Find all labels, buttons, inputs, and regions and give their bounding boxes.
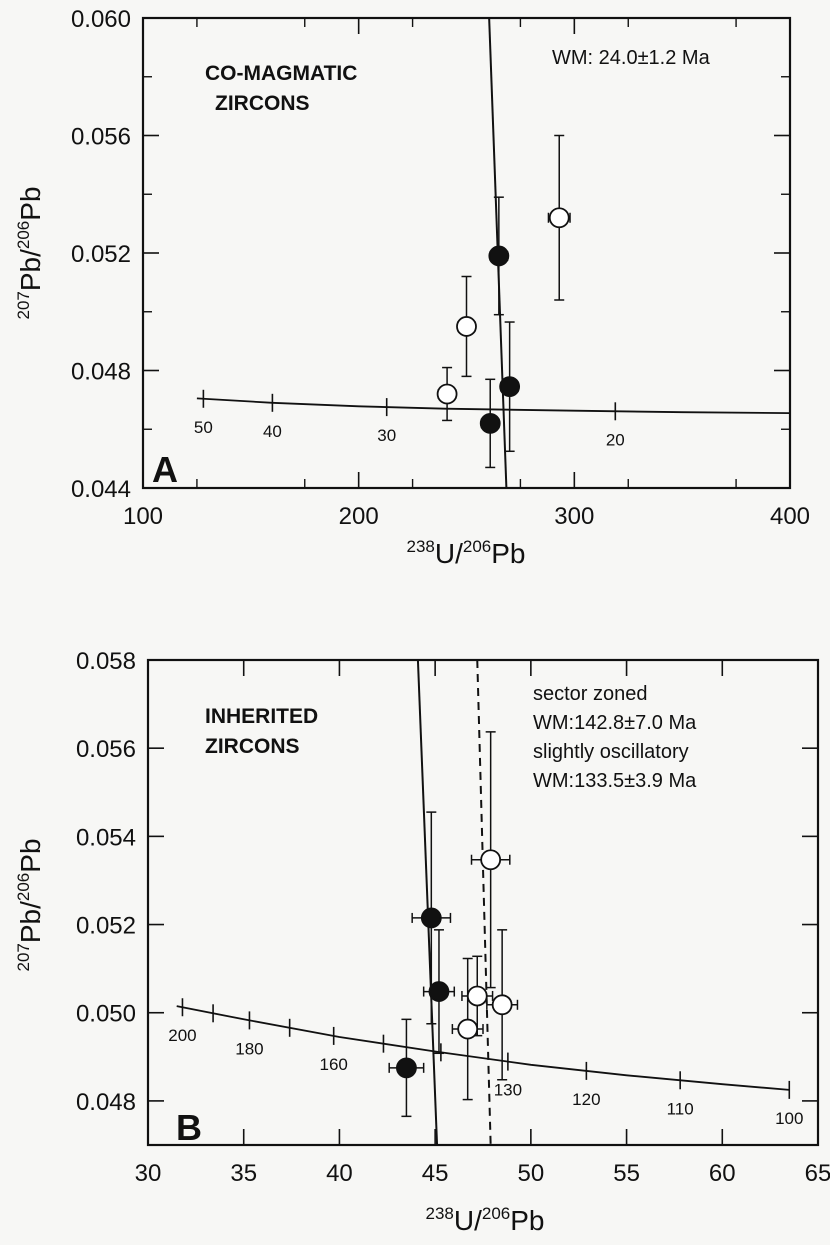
y-tick-label: 0.052 bbox=[76, 913, 136, 940]
y-tick-label: 0.048 bbox=[76, 1089, 136, 1116]
axis-label-part: U/ bbox=[454, 1205, 482, 1236]
open-data-point bbox=[491, 994, 513, 1016]
concordia-curve bbox=[196, 397, 790, 414]
x-tick-label: 40 bbox=[326, 1160, 353, 1187]
panel-letter: A bbox=[152, 449, 178, 490]
y-tick-label: 0.044 bbox=[71, 476, 131, 503]
axis-label-part: 238 bbox=[426, 1204, 454, 1223]
y-tick-label: 0.058 bbox=[76, 648, 136, 675]
concordia-age-label: 200 bbox=[168, 1026, 196, 1045]
x-tick-label: 100 bbox=[123, 503, 163, 530]
x-tick-label: 400 bbox=[770, 503, 810, 530]
y-tick-label: 0.052 bbox=[71, 241, 131, 268]
filled-data-point bbox=[396, 1057, 417, 1079]
y-axis-label: 207Pb/206Pb bbox=[14, 186, 46, 319]
concordia-age-label: 110 bbox=[667, 1099, 694, 1118]
axis-label-part: Pb bbox=[491, 538, 525, 569]
filled-data-point bbox=[488, 245, 510, 267]
filled-data-point bbox=[479, 412, 501, 434]
panel-b: 30 35 40 45 50 55 60 65 0.048 0.050 0.052 0.054 0.05… bbox=[14, 648, 830, 1236]
annotation-line: WM:133.5±3.9 Ma bbox=[533, 770, 697, 792]
panel-title-line: ZIRCONS bbox=[205, 735, 300, 758]
concordia-age-label: 20 bbox=[606, 430, 625, 449]
dashed-reference-line bbox=[476, 660, 492, 1145]
open-data-point bbox=[436, 383, 458, 405]
filled-data-point bbox=[420, 907, 442, 929]
axis-label-part: 207 bbox=[14, 291, 33, 319]
annotation-line: WM: 24.0±1.2 Ma bbox=[552, 47, 711, 69]
axis-label-part: 206 bbox=[14, 873, 33, 901]
y-axis-label: 207Pb/206Pb bbox=[14, 838, 46, 971]
y-tick-label: 0.056 bbox=[71, 124, 131, 151]
filled-data-point bbox=[428, 981, 450, 1002]
axis-label-part: U/ bbox=[435, 538, 463, 569]
y-tick-label: 0.048 bbox=[71, 359, 131, 386]
panel-title-line: INHERITED bbox=[205, 705, 318, 728]
y-tick-label: 0.056 bbox=[76, 736, 136, 763]
x-tick-label: 65 bbox=[805, 1160, 830, 1187]
open-data-point bbox=[457, 1018, 479, 1040]
open-data-point bbox=[548, 207, 570, 229]
annotation-line: sector zoned bbox=[533, 683, 648, 705]
y-tick-label: 0.050 bbox=[76, 1001, 136, 1028]
concordia-curve bbox=[176, 1005, 790, 1091]
axis-label-part: 238 bbox=[407, 537, 435, 556]
x-axis-label: 238U/206Pb bbox=[407, 537, 526, 569]
panel-letter: B bbox=[176, 1107, 202, 1148]
annotation-line: slightly oscillatory bbox=[533, 741, 689, 763]
plot-frame bbox=[146, 658, 820, 1147]
axis-label-part: Pb bbox=[15, 186, 46, 220]
x-tick-label: 45 bbox=[422, 1160, 449, 1187]
reference-line bbox=[416, 660, 439, 1145]
panel-title-line: CO-MAGMATIC bbox=[205, 62, 357, 85]
x-tick-label: 55 bbox=[613, 1160, 640, 1187]
open-data-point bbox=[466, 985, 488, 1007]
x-tick-label: 60 bbox=[709, 1160, 736, 1187]
concordia-age-label: 160 bbox=[319, 1055, 347, 1074]
panel-a: 100 200 300 400 0.044 0.048 0.052 0.056 0.060 50 4… bbox=[14, 6, 810, 569]
x-tick-label: 35 bbox=[230, 1160, 257, 1187]
axis-label-part: 206 bbox=[482, 1204, 510, 1223]
axis-label-part: 207 bbox=[14, 943, 33, 971]
x-tick-label: 200 bbox=[339, 503, 379, 530]
concordia-age-label: 100 bbox=[775, 1109, 803, 1128]
concordia-age-label: 50 bbox=[194, 418, 213, 437]
concordia-age-label: 130 bbox=[494, 1081, 522, 1100]
x-tick-label: 50 bbox=[518, 1160, 545, 1187]
axis-label-part: Pb/ bbox=[15, 901, 46, 943]
x-tick-label: 300 bbox=[554, 503, 594, 530]
panel-title-line: ZIRCONS bbox=[215, 92, 310, 115]
y-tick-label: 0.060 bbox=[71, 6, 131, 33]
concordia-age-label: 40 bbox=[263, 422, 282, 441]
annotation-line: WM:142.8±7.0 Ma bbox=[533, 712, 697, 734]
x-axis-label: 238U/206Pb bbox=[426, 1204, 545, 1236]
concordia-age-label: 30 bbox=[377, 426, 396, 445]
plot-frame bbox=[141, 16, 792, 490]
axis-label-part: Pb/ bbox=[15, 249, 46, 291]
open-data-point bbox=[456, 316, 477, 337]
open-data-point bbox=[480, 849, 502, 871]
y-tick-label: 0.054 bbox=[76, 824, 136, 851]
axis-label-part: 206 bbox=[463, 537, 491, 556]
axis-label-part: Pb bbox=[510, 1205, 544, 1236]
concordia-age-label: 120 bbox=[572, 1090, 600, 1109]
filled-data-point bbox=[499, 376, 521, 398]
x-tick-label: 30 bbox=[135, 1160, 162, 1187]
axis-label-part: Pb bbox=[15, 838, 46, 872]
concordia-age-label: 180 bbox=[235, 1039, 263, 1058]
axis-label-part: 206 bbox=[14, 221, 33, 249]
